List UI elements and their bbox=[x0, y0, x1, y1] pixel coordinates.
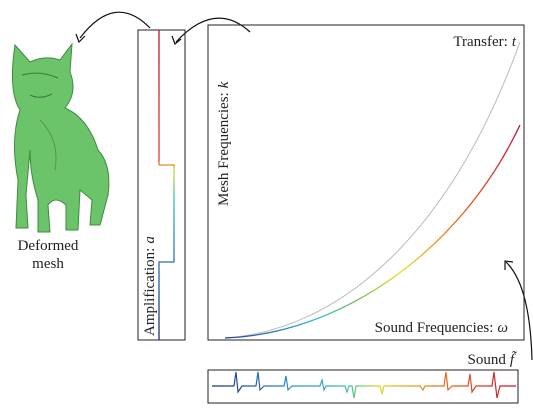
sound-box bbox=[207, 369, 519, 404]
label-var: ω bbox=[497, 320, 508, 336]
sound-frequencies-label: Sound Frequencies: ω bbox=[375, 320, 508, 336]
label-text: Transfer: bbox=[453, 34, 507, 50]
sound-wave bbox=[212, 371, 516, 399]
amplification-label: Amplification: a bbox=[142, 236, 158, 336]
label-text: Amplification: bbox=[142, 248, 158, 336]
sound-curve bbox=[224, 124, 521, 339]
deformed-cat bbox=[11, 42, 110, 233]
mesh-label: mesh bbox=[32, 256, 64, 272]
amplification-curve bbox=[158, 30, 175, 340]
mesh-curve bbox=[224, 41, 521, 339]
transfer-label: Transfer: t bbox=[453, 34, 516, 50]
mesh-frequencies-label: Mesh Frequencies: k bbox=[216, 81, 232, 206]
sound-label: Sound f̃ bbox=[467, 351, 517, 368]
label-text: Sound bbox=[467, 352, 506, 368]
label-var: t bbox=[512, 34, 517, 50]
label-text: Sound Frequencies: bbox=[375, 320, 494, 336]
mesh-label: Deformed bbox=[18, 238, 79, 254]
label-var: a bbox=[142, 236, 158, 244]
label-text: Mesh Frequencies: bbox=[216, 92, 232, 206]
transfer-box bbox=[207, 24, 525, 341]
label-var: f̃ bbox=[510, 351, 517, 368]
amplification-box bbox=[137, 29, 186, 341]
label-var: k bbox=[216, 81, 232, 88]
